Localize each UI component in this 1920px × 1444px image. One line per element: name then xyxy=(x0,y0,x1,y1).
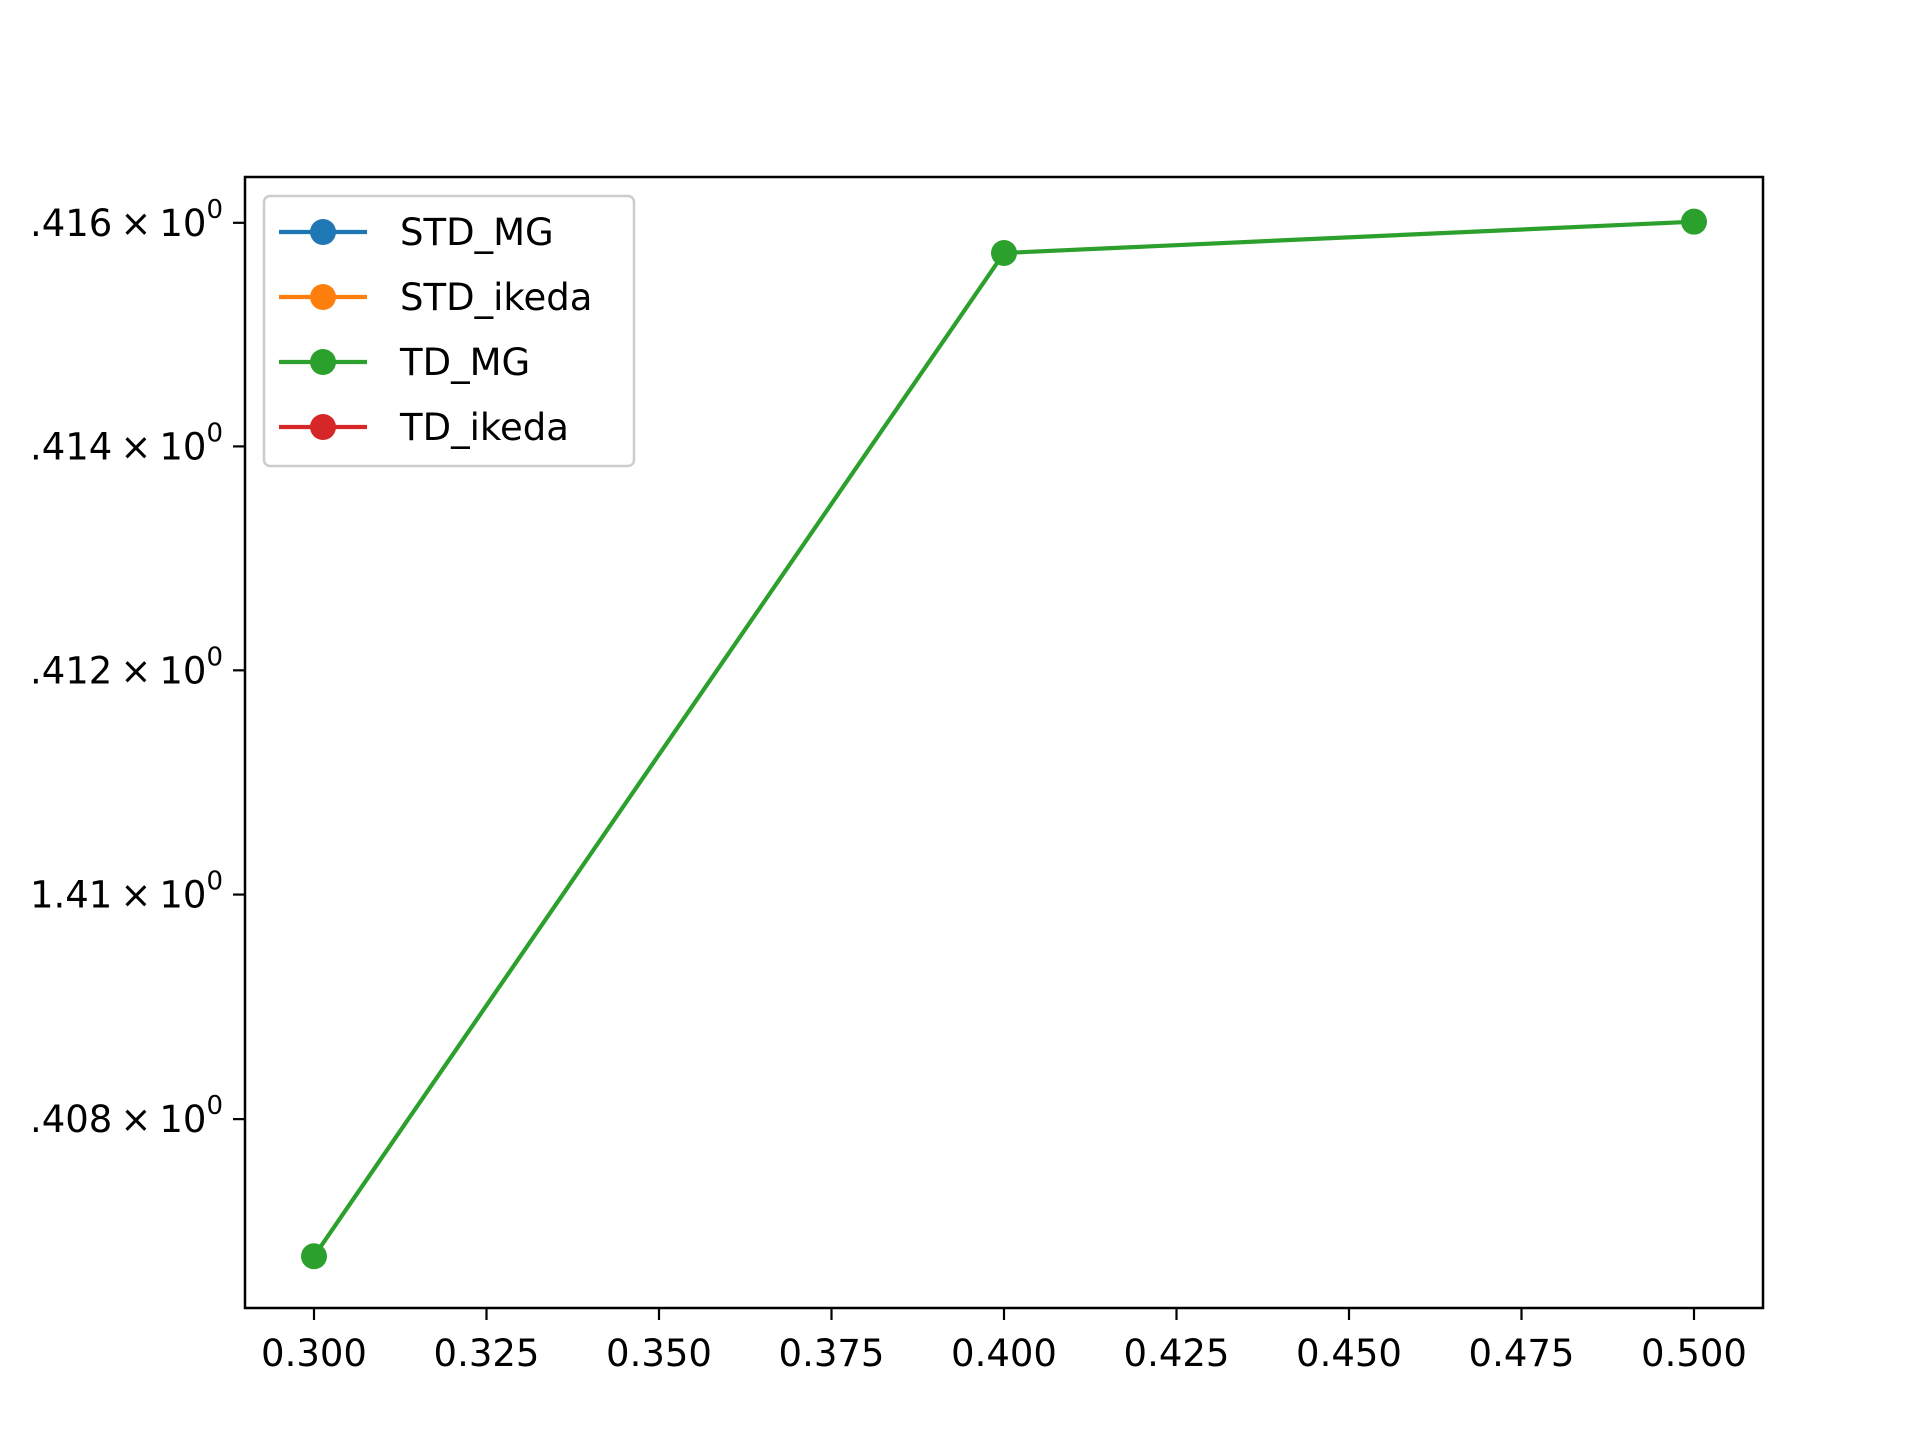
legend-swatch-marker xyxy=(310,414,336,440)
y-tick-label: .412 × 100 xyxy=(30,642,223,692)
y-tick-label: 1.41 × 100 xyxy=(30,867,223,917)
data-point-TD_MG-0 xyxy=(301,1243,327,1270)
data-point-TD_MG-1 xyxy=(991,239,1017,266)
legend-box xyxy=(262,194,636,468)
legend-swatch-marker xyxy=(310,219,336,245)
x-tick-label: 0.375 xyxy=(779,1332,885,1375)
data-point-TD_MG-2 xyxy=(1681,208,1707,235)
legend-label: TD_MG xyxy=(399,341,530,384)
y-tick-label: .414 × 100 xyxy=(30,418,223,468)
legend-item-STD_ikeda: STD_ikeda xyxy=(279,276,592,319)
x-tick-label: 0.325 xyxy=(434,1332,540,1375)
x-tick-label: 0.350 xyxy=(606,1332,712,1375)
legend-label: STD_ikeda xyxy=(400,276,592,319)
x-tick-label: 0.300 xyxy=(261,1332,367,1375)
y-tick-label: .408 × 100 xyxy=(30,1091,223,1141)
legend-label: TD_ikeda xyxy=(399,406,569,449)
legend-item-STD_MG: STD_MG xyxy=(279,211,554,254)
legend-label: STD_MG xyxy=(400,211,554,254)
x-tick-label: 0.425 xyxy=(1124,1332,1230,1375)
x-tick-label: 0.475 xyxy=(1469,1332,1575,1375)
y-tick-label: .416 × 100 xyxy=(30,195,223,245)
legend-swatch-marker xyxy=(310,349,336,375)
legend-swatch-marker xyxy=(310,284,336,310)
legend: STD_MG STD_ikeda TD_MG TD_ikeda xyxy=(262,194,636,468)
axes: 0.300 0.325 0.350 0.375 0.400 0.425 0.450 0.475… xyxy=(30,175,1765,1375)
x-tick-label: 0.400 xyxy=(951,1332,1057,1375)
x-tick-label: 0.450 xyxy=(1296,1332,1402,1375)
plot-area xyxy=(301,208,1707,1270)
x-tick-label: 0.500 xyxy=(1641,1332,1747,1375)
legend-item-TD_MG: TD_MG xyxy=(279,341,530,384)
legend-item-TD_ikeda: TD_ikeda xyxy=(279,406,569,449)
